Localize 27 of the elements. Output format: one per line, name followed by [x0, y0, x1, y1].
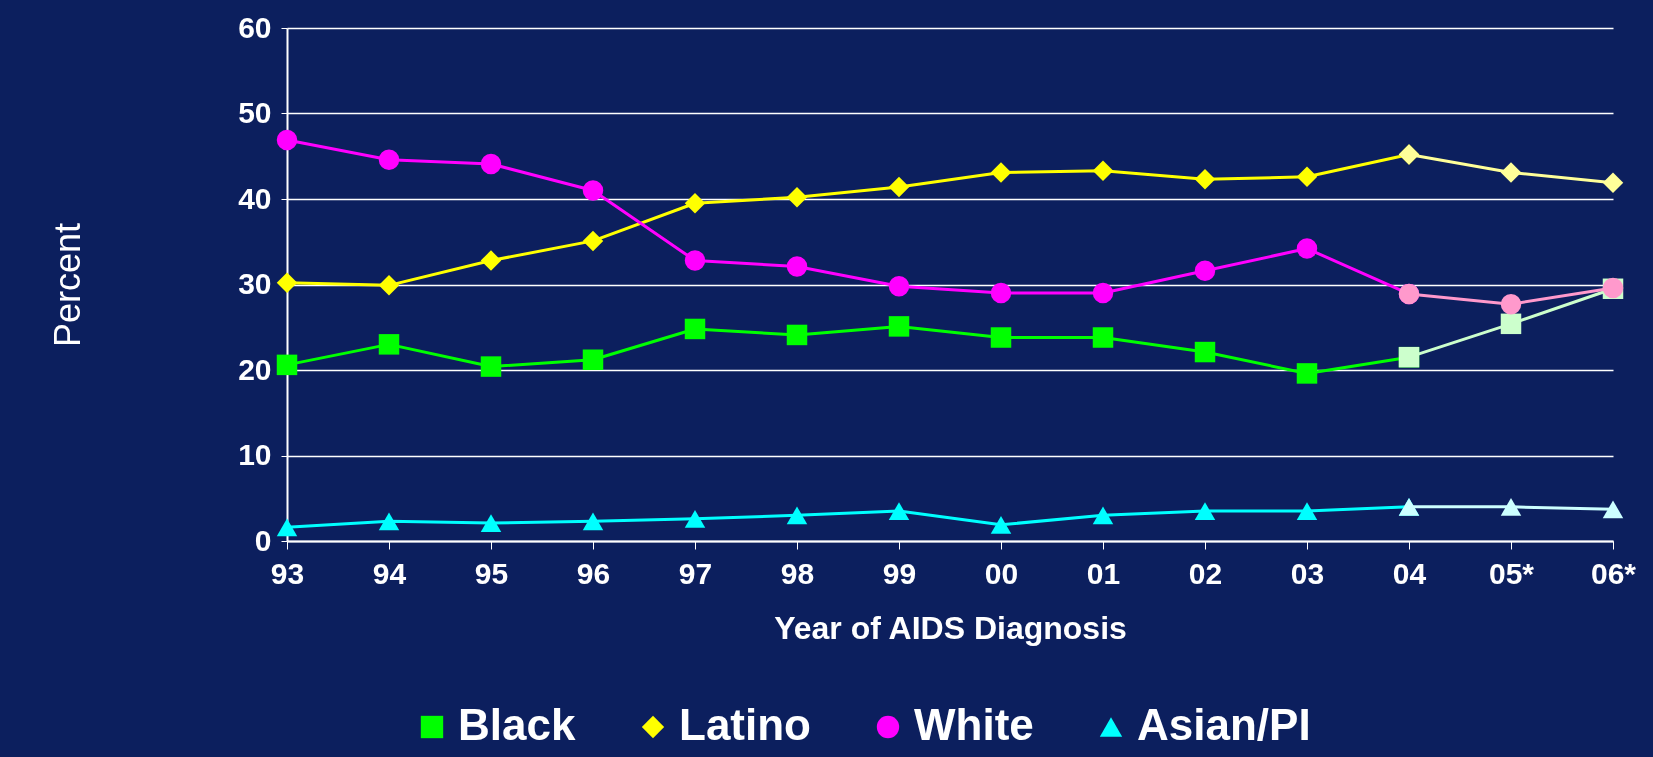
y-tick-label: 10 [238, 438, 272, 471]
legend-label: Asian/PI [1137, 700, 1311, 749]
y-axis-title: Percent [47, 222, 89, 348]
y-tick-label: 30 [238, 267, 272, 300]
legend-label: Latino [679, 700, 811, 749]
legend-label: White [914, 700, 1034, 749]
x-tick-label: 06* [1590, 556, 1637, 590]
x-tick-label: 93 [270, 556, 305, 590]
x-tick-label: 95 [474, 556, 509, 590]
y-tick-label: 50 [238, 96, 272, 129]
x-tick-label: 00 [984, 556, 1019, 590]
x-tick-label: 03 [1290, 556, 1325, 590]
x-tick-label: 02 [1188, 556, 1223, 590]
y-tick-label: 40 [238, 181, 272, 215]
x-tick-label: 99 [882, 556, 917, 590]
x-tick-label: 05* [1488, 556, 1535, 590]
x-tick-label: 96 [576, 556, 611, 590]
x-axis-title: Year of AIDS Diagnosis [774, 609, 1127, 646]
x-tick-label: 98 [780, 556, 815, 590]
y-tick-label: 20 [238, 352, 272, 386]
y-tick-label: 0 [254, 523, 272, 557]
x-tick-label: 01 [1086, 556, 1121, 590]
y-tick-label: 60 [238, 10, 272, 44]
x-tick-label: 04 [1392, 556, 1427, 590]
x-tick-label: 94 [372, 556, 407, 590]
x-tick-label: 97 [678, 556, 713, 590]
legend-label: Black [458, 700, 576, 749]
